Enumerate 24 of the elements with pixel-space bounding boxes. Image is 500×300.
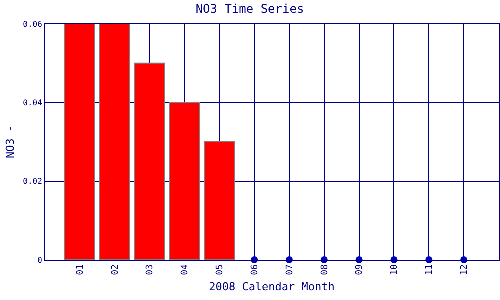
x-tick-label: 09 bbox=[355, 264, 366, 276]
x-tick-label: 07 bbox=[285, 264, 296, 276]
x-tick-label: 02 bbox=[110, 264, 121, 276]
x-tick-label: 01 bbox=[76, 264, 86, 276]
y-axis-title: NO3 - bbox=[4, 125, 17, 159]
y-tick-label: 0.02 bbox=[23, 177, 43, 186]
y-tick-label: 0.06 bbox=[23, 20, 43, 29]
bar bbox=[99, 24, 130, 260]
y-tick-label: 0.04 bbox=[23, 98, 43, 108]
x-tick-label: 05 bbox=[216, 264, 226, 276]
y-tick-label: 0 bbox=[38, 256, 43, 265]
chart-title: NO3 Time Series bbox=[196, 2, 304, 16]
x-tick-label: 06 bbox=[250, 264, 260, 276]
bar bbox=[64, 24, 96, 260]
bar bbox=[204, 142, 236, 260]
bar bbox=[134, 62, 166, 260]
x-tick-label: 10 bbox=[390, 264, 400, 276]
x-tick-label: 08 bbox=[320, 264, 330, 276]
x-tick-label: 04 bbox=[180, 264, 191, 276]
x-tick-label: 11 bbox=[425, 264, 436, 276]
bar bbox=[169, 102, 200, 260]
x-axis-title: 2008 Calendar Month bbox=[209, 280, 335, 294]
x-tick-label: 03 bbox=[146, 264, 156, 276]
x-tick-label: 12 bbox=[460, 264, 470, 276]
